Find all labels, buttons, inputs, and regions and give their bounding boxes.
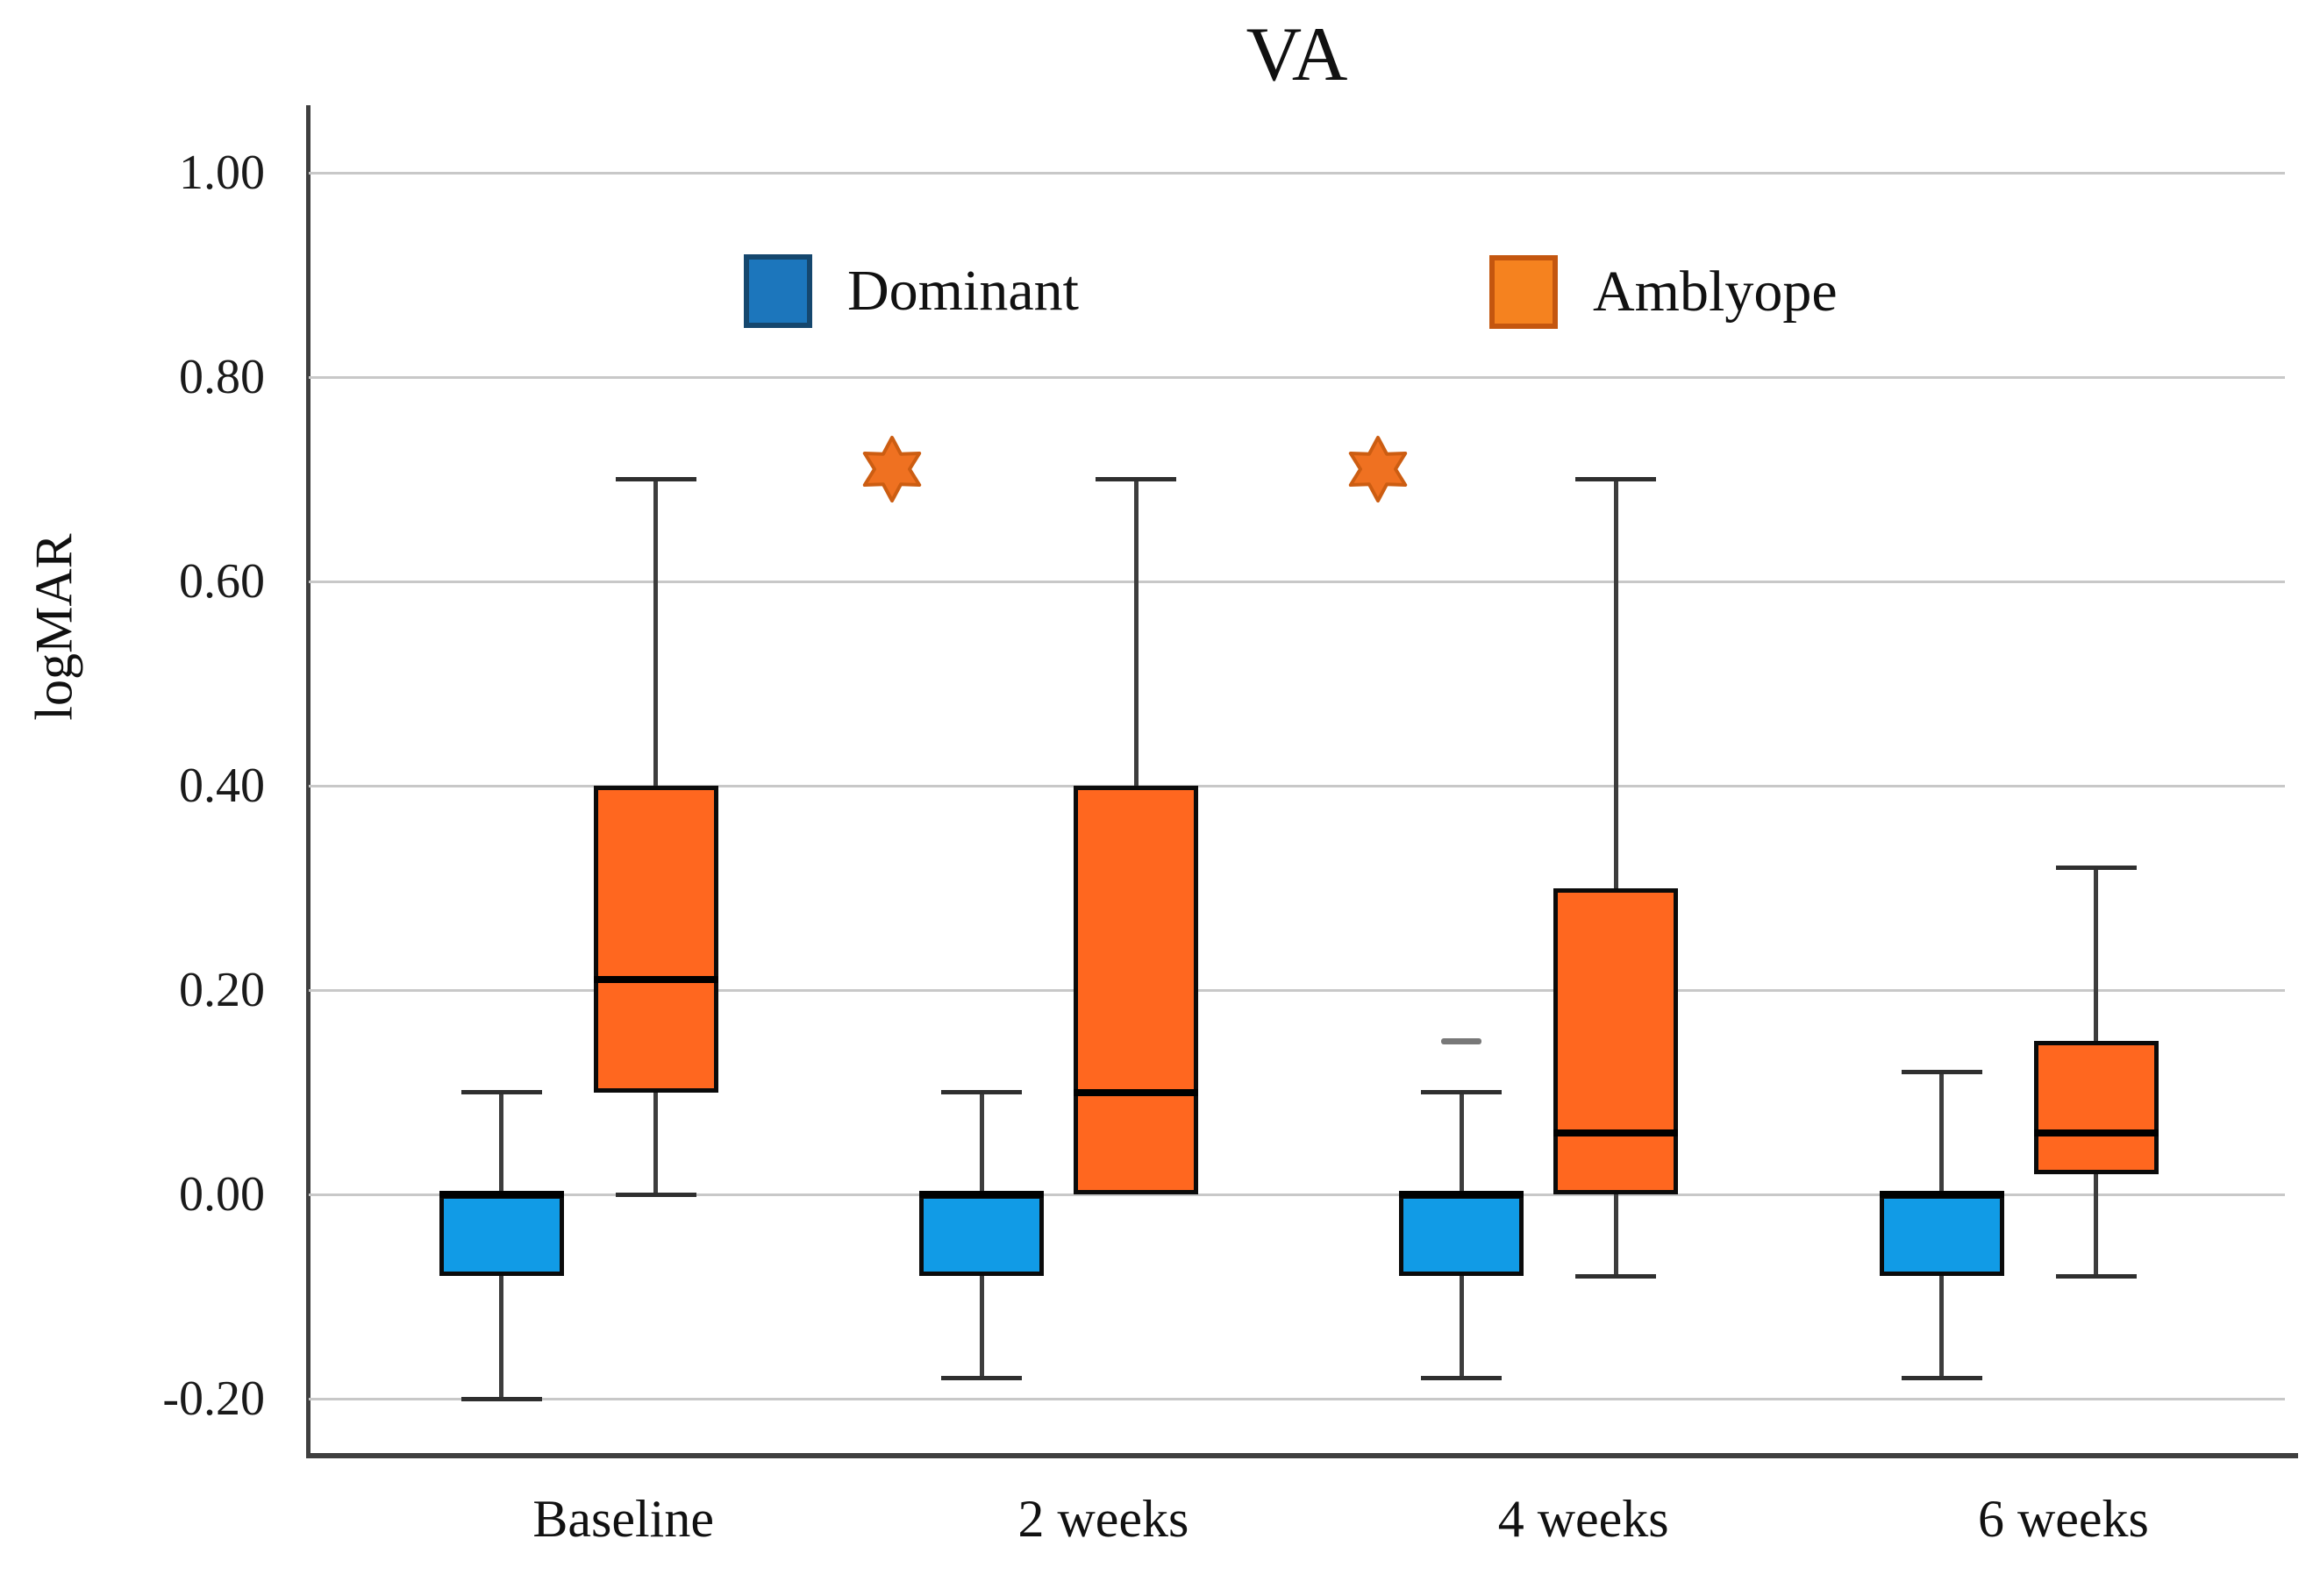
whisker-cap-min-dominant-4-weeks — [1421, 1376, 1503, 1381]
legend-item-amblyope: Amblyope — [1489, 255, 1838, 329]
box-dominant-2-weeks — [919, 1194, 1045, 1277]
whisker-cap-min-dominant-6-weeks — [1901, 1376, 1982, 1381]
whisker-upper-dominant-Baseline — [499, 1092, 504, 1194]
whisker-lower-dominant-2-weeks — [979, 1276, 984, 1379]
x-axis-tick-labels: Baseline 2 weeks 4 weeks 6 weeks — [309, 1489, 2285, 1568]
whisker-lower-dominant-6-weeks — [1939, 1276, 1945, 1379]
y-tick-label-0.20: 0.20 — [179, 963, 265, 1017]
whisker-cap-max-amblyope-Baseline — [615, 477, 696, 481]
whisker-upper-amblyope-6-weeks — [2094, 867, 2099, 1042]
median-dominant-6-weeks — [1879, 1191, 2004, 1198]
dominant-swatch-icon — [744, 254, 812, 328]
whisker-upper-amblyope-2-weeks — [1133, 479, 1139, 786]
y-tick-label-0.60: 0.60 — [179, 554, 265, 609]
median-dominant-2-weeks — [919, 1191, 1045, 1198]
legend-label-dominant: Dominant — [847, 259, 1079, 323]
whisker-lower-amblyope-6-weeks — [2094, 1173, 2099, 1277]
whisker-upper-dominant-6-weeks — [1939, 1072, 1945, 1194]
median-amblyope-Baseline — [593, 976, 718, 984]
significance-star-icon-1 — [862, 435, 921, 502]
legend-item-dominant: Dominant — [744, 254, 1079, 328]
amblyope-swatch-icon — [1489, 255, 1558, 329]
whisker-lower-dominant-Baseline — [499, 1276, 504, 1399]
whisker-upper-dominant-4-weeks — [1459, 1092, 1464, 1194]
y-axis-line — [306, 105, 311, 1458]
box-amblyope-2-weeks — [1074, 786, 1199, 1194]
box-dominant-6-weeks — [1879, 1194, 2004, 1277]
plot-area — [309, 105, 2285, 1456]
median-amblyope-2-weeks — [1074, 1088, 1199, 1096]
whisker-cap-max-amblyope-6-weeks — [2055, 865, 2137, 870]
whisker-cap-max-dominant-2-weeks — [941, 1090, 1023, 1094]
box-amblyope-Baseline — [593, 786, 718, 1093]
whisker-upper-dominant-2-weeks — [979, 1092, 984, 1194]
x-tick-label-6-weeks: 6 weeks — [1977, 1490, 2149, 1548]
legend-label-amblyope: Amblyope — [1593, 260, 1838, 324]
gridline--0.2 — [309, 1397, 2285, 1400]
median-dominant-4-weeks — [1399, 1191, 1524, 1198]
gridline-0.8 — [309, 375, 2285, 379]
star-shape — [1348, 435, 1408, 502]
box-dominant-Baseline — [439, 1194, 564, 1277]
significance-star-icon-2 — [1348, 435, 1408, 502]
gridline-0.4 — [309, 784, 2285, 787]
y-tick-label-0.00: 0.00 — [179, 1167, 265, 1222]
whisker-cap-max-dominant-Baseline — [460, 1090, 542, 1094]
whisker-cap-min-dominant-Baseline — [460, 1396, 542, 1401]
whisker-lower-amblyope-Baseline — [653, 1092, 659, 1194]
whisker-cap-max-dominant-4-weeks — [1421, 1090, 1503, 1094]
whisker-upper-amblyope-Baseline — [653, 479, 659, 786]
y-tick-label--0.20: -0.20 — [162, 1372, 265, 1426]
median-dominant-Baseline — [439, 1191, 564, 1198]
median-amblyope-4-weeks — [1553, 1129, 1679, 1137]
box-amblyope-4-weeks — [1553, 887, 1679, 1194]
gridline-0.2 — [309, 988, 2285, 992]
y-tick-label-1.00: 1.00 — [179, 146, 265, 200]
outlier-dash-dominant-4-weeks — [1441, 1037, 1482, 1044]
y-tick-label-0.40: 0.40 — [179, 759, 265, 813]
y-tick-label-0.80: 0.80 — [179, 350, 265, 404]
whisker-cap-max-amblyope-2-weeks — [1096, 477, 1177, 481]
whisker-lower-amblyope-4-weeks — [1613, 1194, 1618, 1277]
whisker-cap-min-amblyope-4-weeks — [1575, 1273, 1657, 1279]
whisker-lower-dominant-4-weeks — [1459, 1276, 1464, 1379]
x-tick-label-4-weeks: 4 weeks — [1497, 1490, 1669, 1548]
whisker-cap-min-dominant-2-weeks — [941, 1376, 1023, 1381]
gridline-0.6 — [309, 580, 2285, 583]
whisker-cap-min-amblyope-Baseline — [615, 1192, 696, 1197]
whisker-cap-min-amblyope-6-weeks — [2055, 1273, 2137, 1279]
whisker-cap-max-amblyope-4-weeks — [1575, 477, 1657, 481]
x-tick-label-Baseline: Baseline — [532, 1490, 714, 1548]
median-amblyope-6-weeks — [2033, 1129, 2159, 1137]
x-tick-label-2-weeks: 2 weeks — [1017, 1490, 1189, 1548]
star-shape — [862, 435, 921, 502]
box-dominant-4-weeks — [1399, 1194, 1524, 1277]
x-axis-line — [306, 1453, 2298, 1458]
whisker-cap-max-dominant-6-weeks — [1901, 1069, 1982, 1074]
gridline-1 — [309, 171, 2285, 175]
gridline-0 — [309, 1193, 2285, 1196]
whisker-upper-amblyope-4-weeks — [1613, 479, 1618, 888]
box-amblyope-6-weeks — [2033, 1041, 2159, 1174]
chart-title: VA — [1246, 12, 1348, 97]
